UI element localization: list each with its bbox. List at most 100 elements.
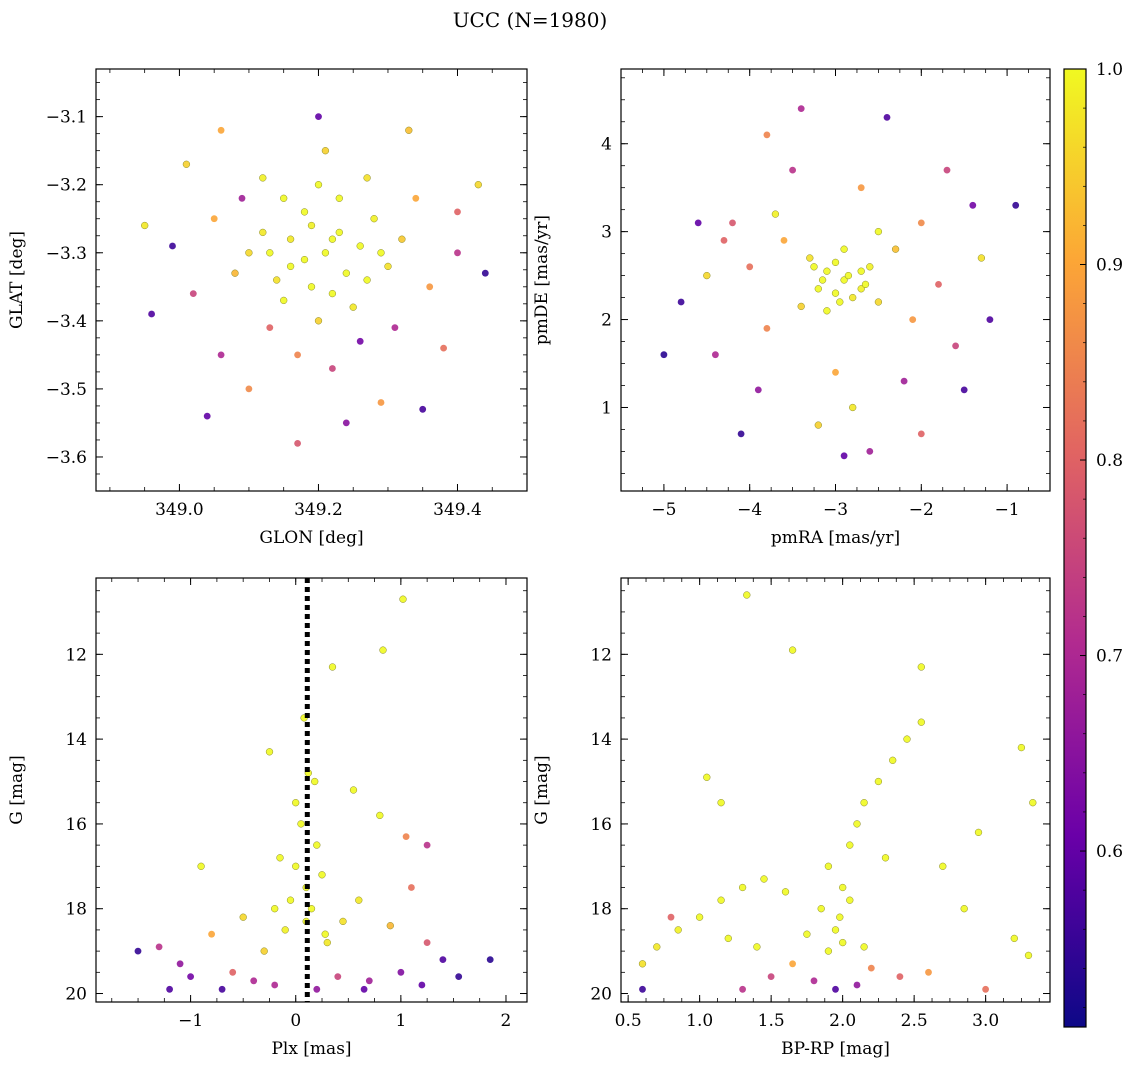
scatter-point <box>960 905 968 913</box>
scatter-point <box>939 862 947 870</box>
scatter-point <box>281 926 289 934</box>
x-tick-label: 349.0 <box>155 500 204 520</box>
scatter-point <box>986 316 994 323</box>
scatter-point <box>259 174 267 182</box>
scatter-point <box>839 883 847 892</box>
scatter-point <box>286 896 295 904</box>
y-axis-label: GLAT [deg] <box>7 231 27 329</box>
y-tick-label: 1 <box>601 398 612 418</box>
x-tick-label: 2.0 <box>829 1011 856 1031</box>
axes-frame <box>620 577 1051 1003</box>
y-tick-label: 20 <box>65 985 87 1005</box>
scatter-point <box>189 290 197 297</box>
scatter-point <box>405 126 413 134</box>
scatter-point <box>1024 951 1033 960</box>
scatter-point <box>210 215 218 223</box>
x-axis-label: Plx [mas] <box>271 1039 351 1059</box>
scatter-point <box>1010 934 1018 943</box>
scatter-point <box>846 896 854 904</box>
x-axis-label: pmRA [mas/yr] <box>771 528 900 548</box>
y-tick-label: 18 <box>590 900 612 920</box>
scatter-point <box>182 160 191 168</box>
x-axis-label: GLON [deg] <box>259 528 363 548</box>
scatter-point <box>386 922 394 930</box>
scatter-point <box>280 296 288 305</box>
scatter-point <box>860 799 868 807</box>
x-tick-label: 0.5 <box>615 1011 642 1031</box>
scatter-point <box>737 430 745 438</box>
scatter-point <box>836 298 844 306</box>
scatter-point <box>824 862 833 870</box>
scatter-point <box>867 964 875 972</box>
scatter-point <box>377 399 385 406</box>
y-tick-label: −3.1 <box>46 108 87 128</box>
scatter-point <box>187 973 195 980</box>
scatter-point <box>781 888 790 896</box>
scatter-point <box>1012 201 1020 209</box>
panel-top-right: −5 −4 −3 −2 −1 1 2 3 4 pmRA [mas/yr] pmDE [mas/yr] <box>532 68 1051 548</box>
scatter-point <box>814 285 822 293</box>
scatter-point <box>265 748 274 756</box>
scatter-point <box>824 947 833 955</box>
y-tick-label: 4 <box>601 135 612 155</box>
scatter-point <box>363 276 371 284</box>
scatter-point <box>321 147 330 155</box>
scatter-point <box>660 351 668 359</box>
scatter-point <box>677 298 685 306</box>
scatter-point <box>844 271 853 280</box>
scatter-point <box>339 917 347 926</box>
scatter-point <box>771 210 780 218</box>
scatter-point <box>311 777 319 786</box>
scatter-point <box>810 263 818 271</box>
scatter-point <box>294 351 301 359</box>
scatter-point <box>846 841 854 849</box>
y-axis-label: G [mag] <box>7 755 27 824</box>
scatter-point <box>439 956 447 963</box>
scatter-point <box>176 960 184 968</box>
scatter-point <box>318 871 326 879</box>
scatter-point <box>391 324 399 331</box>
panel-bottom-right: 0.5 1.0 1.5 2.0 2.5 3.0 12 14 16 18 20 BP-RP [mag] G… <box>532 577 1051 1059</box>
scatter-point <box>384 262 392 271</box>
scatter-point <box>238 194 246 202</box>
scatter-point <box>239 913 247 921</box>
scatter-point <box>891 245 900 253</box>
scatter-point <box>208 930 216 938</box>
scatter-point <box>831 926 840 934</box>
scatter-point <box>297 820 305 828</box>
scatter-point <box>370 215 378 223</box>
y-tick-label: −3.5 <box>46 380 87 400</box>
y-axis-label: G [mag] <box>532 755 552 824</box>
scatter-point <box>903 735 911 743</box>
scatter-point <box>789 166 796 174</box>
scatter-point <box>960 386 968 394</box>
scatter-point <box>334 973 342 980</box>
scatter-point <box>763 325 771 332</box>
scatter-point <box>486 956 494 963</box>
colorbar-tick-label: 1.0 <box>1096 60 1123 80</box>
scatter-point <box>849 293 857 302</box>
scatter-point <box>365 977 373 985</box>
x-tick-label: −2 <box>909 500 934 520</box>
scatter-point <box>166 985 174 993</box>
scatter-point <box>379 646 387 654</box>
axes-frame <box>620 68 1051 492</box>
scatter-point <box>977 254 986 262</box>
scatter-point <box>271 981 279 989</box>
scatter-point <box>943 166 951 174</box>
scatter-point <box>203 412 211 420</box>
scatter-point <box>408 884 415 891</box>
y-tick-label: 20 <box>590 985 612 1005</box>
y-tick-label: 14 <box>65 730 87 750</box>
scatter-point <box>806 254 814 262</box>
y-tick-label: −3.4 <box>46 312 87 332</box>
scatter-point <box>883 114 891 121</box>
scatter-point <box>763 131 771 139</box>
scatter-point <box>974 828 983 837</box>
y-tick-label: 14 <box>590 730 612 750</box>
scatter-point <box>831 289 840 297</box>
scatter-point <box>313 985 321 993</box>
scatter-point <box>419 405 427 413</box>
y-axis-label: pmDE [mas/yr] <box>532 215 552 345</box>
